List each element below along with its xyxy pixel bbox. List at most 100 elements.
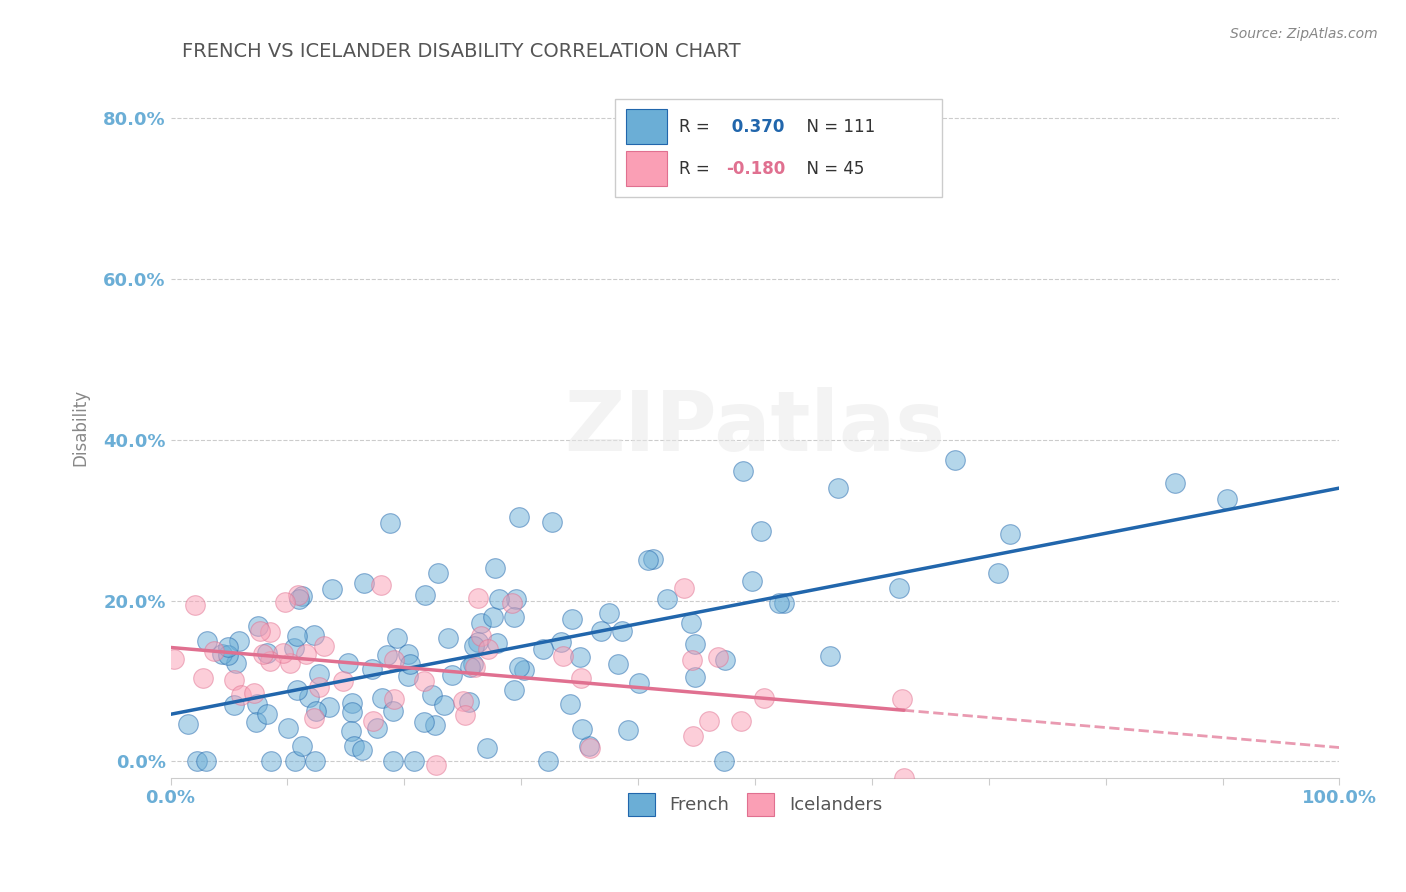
French: [513, 663, 536, 677]
French: [195, 634, 218, 648]
French: [628, 675, 651, 690]
Icelanders: [578, 740, 600, 755]
French: [827, 482, 849, 496]
Icelanders: [202, 644, 225, 658]
Icelanders: [252, 648, 274, 662]
French: [246, 619, 269, 633]
French: [568, 650, 591, 665]
French: [550, 634, 572, 648]
French: [256, 646, 278, 660]
French: [353, 576, 375, 591]
French: [433, 698, 456, 712]
French: [304, 628, 326, 642]
French: [186, 755, 208, 769]
Icelanders: [361, 714, 384, 728]
Legend: French, Icelanders: French, Icelanders: [619, 784, 891, 824]
French: [336, 657, 359, 671]
French: [225, 656, 247, 670]
Text: -0.180: -0.180: [725, 160, 785, 178]
Icelanders: [191, 671, 214, 685]
French: [256, 706, 278, 721]
French: [420, 688, 443, 702]
French: [228, 634, 250, 648]
Icelanders: [413, 673, 436, 688]
French: [398, 657, 420, 672]
French: [318, 699, 340, 714]
Icelanders: [243, 686, 266, 700]
French: [350, 743, 373, 757]
French: [382, 704, 405, 718]
French: [508, 660, 530, 674]
Icelanders: [274, 595, 297, 609]
Icelanders: [271, 646, 294, 660]
French: [308, 666, 330, 681]
French: [607, 657, 630, 671]
French: [773, 596, 796, 610]
Icelanders: [382, 653, 405, 667]
Icelanders: [891, 692, 914, 706]
French: [217, 648, 239, 662]
French: [1163, 475, 1185, 490]
FancyBboxPatch shape: [627, 109, 668, 145]
French: [426, 566, 449, 580]
French: [211, 647, 233, 661]
French: [558, 698, 581, 712]
Icelanders: [672, 581, 695, 595]
French: [404, 755, 426, 769]
French: [284, 755, 307, 769]
French: [260, 755, 283, 769]
French: [177, 717, 200, 731]
Icelanders: [707, 650, 730, 665]
French: [245, 715, 267, 730]
French: [457, 695, 479, 709]
Text: N = 111: N = 111: [796, 118, 875, 136]
French: [246, 697, 269, 711]
French: [998, 527, 1021, 541]
Icelanders: [259, 655, 281, 669]
French: [714, 653, 737, 667]
French: [291, 590, 314, 604]
French: [224, 698, 246, 713]
French: [381, 755, 404, 769]
Text: ZIPatlas: ZIPatlas: [565, 387, 945, 468]
Icelanders: [752, 691, 775, 706]
French: [987, 566, 1010, 580]
French: [437, 631, 460, 645]
French: [342, 706, 364, 720]
Icelanders: [249, 624, 271, 639]
Icelanders: [259, 625, 281, 640]
French: [655, 592, 678, 607]
French: [305, 704, 328, 718]
Icelanders: [454, 707, 477, 722]
Text: R =: R =: [679, 118, 716, 136]
French: [488, 591, 510, 606]
Text: Source: ZipAtlas.com: Source: ZipAtlas.com: [1230, 27, 1378, 41]
French: [768, 596, 790, 610]
Icelanders: [470, 629, 492, 643]
Icelanders: [467, 591, 489, 605]
French: [537, 755, 560, 769]
French: [578, 739, 600, 754]
French: [571, 722, 593, 736]
French: [589, 624, 612, 638]
French: [503, 683, 526, 698]
French: [360, 662, 382, 676]
Icelanders: [682, 729, 704, 743]
French: [285, 630, 308, 644]
French: [340, 696, 363, 710]
French: [396, 669, 419, 683]
French: [277, 722, 299, 736]
Icelanders: [304, 711, 326, 725]
FancyBboxPatch shape: [627, 151, 668, 186]
French: [396, 648, 419, 662]
French: [412, 714, 434, 729]
French: [683, 636, 706, 650]
Icelanders: [229, 688, 252, 702]
Y-axis label: Disability: Disability: [72, 389, 89, 467]
Text: 0.370: 0.370: [725, 118, 785, 136]
French: [1216, 492, 1239, 507]
French: [283, 640, 305, 655]
Icelanders: [551, 649, 574, 664]
French: [612, 624, 634, 638]
French: [484, 561, 506, 575]
